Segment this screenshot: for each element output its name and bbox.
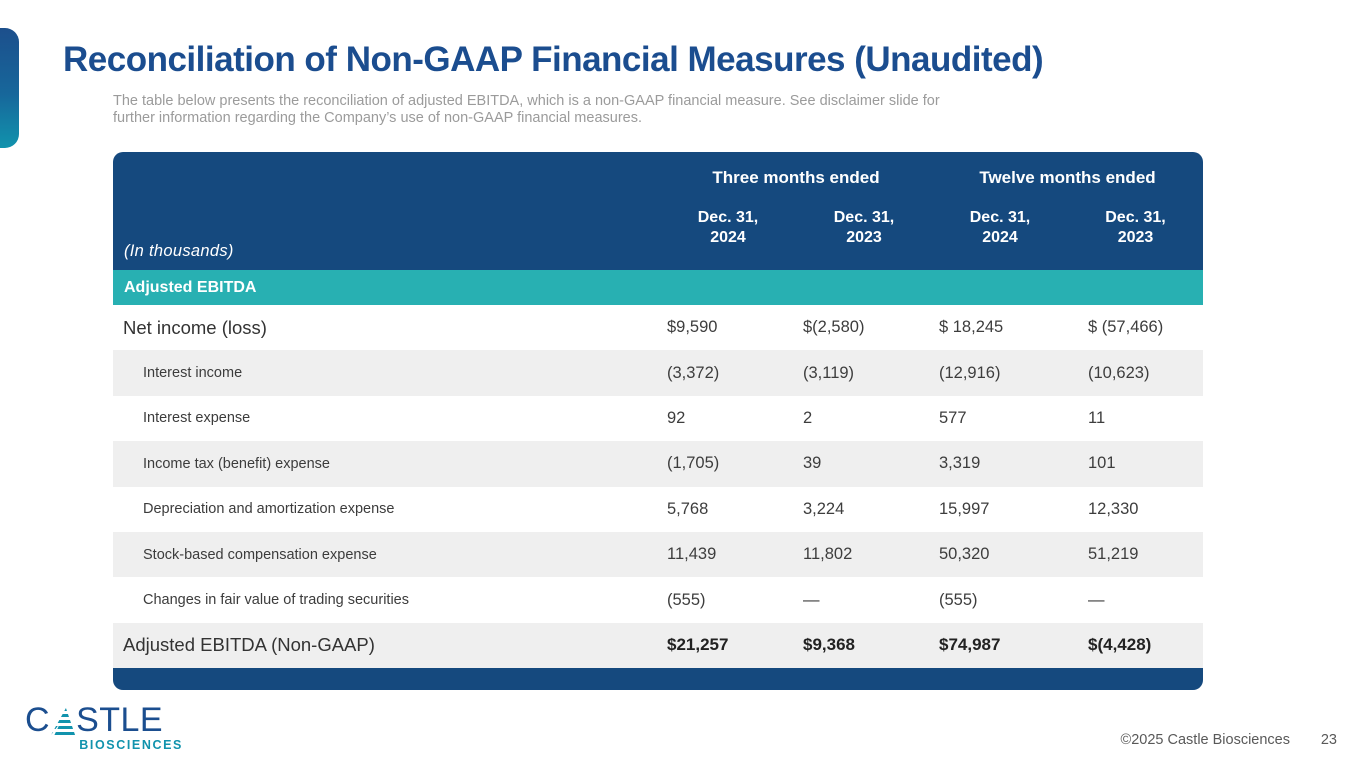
row-value-q4-2024: (3,372) — [667, 363, 720, 382]
row-value-q4-2024: (555) — [667, 590, 706, 609]
page-number: 23 — [1320, 732, 1337, 748]
table-row: Adjusted EBITDA (Non-GAAP) $21,257 $9,36… — [113, 622, 1203, 669]
row-value-q4-2024: 11,439 — [667, 545, 717, 564]
row-value-fy-2023: 101 — [1088, 454, 1116, 473]
table-row: Depreciation and amortization expense 5,… — [113, 486, 1203, 532]
logo-text-left: C — [25, 701, 51, 739]
table-row: Stock-based compensation expense 11,439 … — [113, 531, 1203, 578]
logo-text-right: STLE — [76, 701, 164, 739]
table-body: Net income (loss) $9,590 $(2,580) $ 18,2… — [113, 305, 1203, 669]
row-value-fy-2023: 12,330 — [1088, 499, 1139, 518]
row-value-q4-2024: 92 — [667, 408, 686, 427]
section-header-label: Adjusted EBITDA — [124, 278, 257, 296]
row-value-fy-2024: 577 — [939, 408, 967, 427]
row-label: Adjusted EBITDA (Non-GAAP) — [123, 634, 375, 656]
row-label: Net income (loss) — [123, 316, 267, 338]
row-value-fy-2024: $74,987 — [939, 635, 1001, 655]
section-header-adjusted-ebitda: Adjusted EBITDA — [113, 270, 1203, 305]
row-label: Interest expense — [143, 410, 251, 427]
group-header-three-months: Three months ended — [712, 168, 880, 187]
row-value-fy-2023: 11 — [1088, 408, 1106, 427]
row-value-fy-2024: (12,916) — [939, 363, 1001, 382]
left-accent-bar — [0, 28, 19, 148]
table-header: Three months ended Twelve months ended D… — [113, 152, 1203, 270]
column-header-dec-2024-y: Dec. 31, 2024 — [969, 209, 1031, 246]
row-value-fy-2023: 51,219 — [1088, 545, 1139, 564]
logo-striped-a-icon — [51, 708, 76, 735]
castle-biosciences-logo: C STLE BIOSCIENCES — [25, 703, 185, 752]
row-value-fy-2024: (555) — [939, 590, 978, 609]
row-label: Stock-based compensation expense — [143, 546, 377, 563]
row-label: Income tax (benefit) expense — [143, 455, 330, 472]
row-value-fy-2023: $(4,428) — [1088, 635, 1152, 655]
row-value-q4-2023: 3,224 — [803, 499, 845, 518]
table-row: Net income (loss) $9,590 $(2,580) $ 18,2… — [113, 305, 1203, 351]
row-value-fy-2024: 3,319 — [939, 454, 981, 473]
row-value-q4-2024: (1,705) — [667, 454, 720, 473]
table-row: Income tax (benefit) expense (1,705) 39 … — [113, 441, 1203, 487]
row-value-q4-2024: $9,590 — [667, 318, 718, 337]
row-value-q4-2023: $9,368 — [803, 635, 855, 655]
row-value-q4-2023: 11,802 — [803, 545, 853, 564]
table-row: Interest expense 92 2 577 11 — [113, 395, 1203, 442]
row-value-q4-2023: 2 — [803, 408, 813, 427]
row-value-q4-2023: — — [803, 590, 820, 609]
row-value-q4-2023: $(2,580) — [803, 318, 865, 337]
group-header-twelve-months: Twelve months ended — [979, 168, 1156, 187]
column-header-dec-2024-q: Dec. 31, 2024 — [697, 209, 759, 246]
row-value-fy-2023: (10,623) — [1088, 363, 1150, 382]
reconciliation-table: Three months ended Twelve months ended D… — [113, 152, 1203, 691]
table-footer-bar — [113, 668, 1203, 691]
row-value-fy-2023: — — [1088, 590, 1105, 609]
subtitle-text: The table below presents the reconciliat… — [113, 93, 940, 126]
page-title: Reconciliation of Non-GAAP Financial Mea… — [63, 40, 1044, 79]
row-value-fy-2024: 15,997 — [939, 499, 990, 518]
row-value-q4-2023: (3,119) — [803, 363, 855, 382]
table-row: Interest income (3,372) (3,119) (12,916)… — [113, 350, 1203, 396]
row-value-fy-2024: 50,320 — [939, 545, 990, 564]
column-header-dec-2023-q: Dec. 31, 2023 — [833, 209, 895, 246]
row-label: Changes in fair value of trading securit… — [143, 592, 409, 609]
row-value-fy-2024: $ 18,245 — [939, 318, 1004, 337]
row-value-q4-2024: 5,768 — [667, 499, 709, 518]
row-value-q4-2024: $21,257 — [667, 635, 729, 655]
units-label: (In thousands) — [124, 242, 234, 260]
copyright-text: ©2025 Castle Biosciences — [1120, 732, 1290, 748]
column-header-dec-2023-y: Dec. 31, 2023 — [1105, 209, 1166, 246]
row-value-fy-2023: $ (57,466) — [1088, 318, 1164, 337]
logo-wordmark: C STLE — [25, 703, 185, 737]
row-label: Depreciation and amortization expense — [143, 501, 395, 518]
logo-subtext: BIOSCIENCES — [79, 738, 183, 752]
table-row: Changes in fair value of trading securit… — [113, 577, 1203, 623]
row-value-q4-2023: 39 — [803, 454, 822, 473]
row-label: Interest income — [143, 365, 243, 382]
